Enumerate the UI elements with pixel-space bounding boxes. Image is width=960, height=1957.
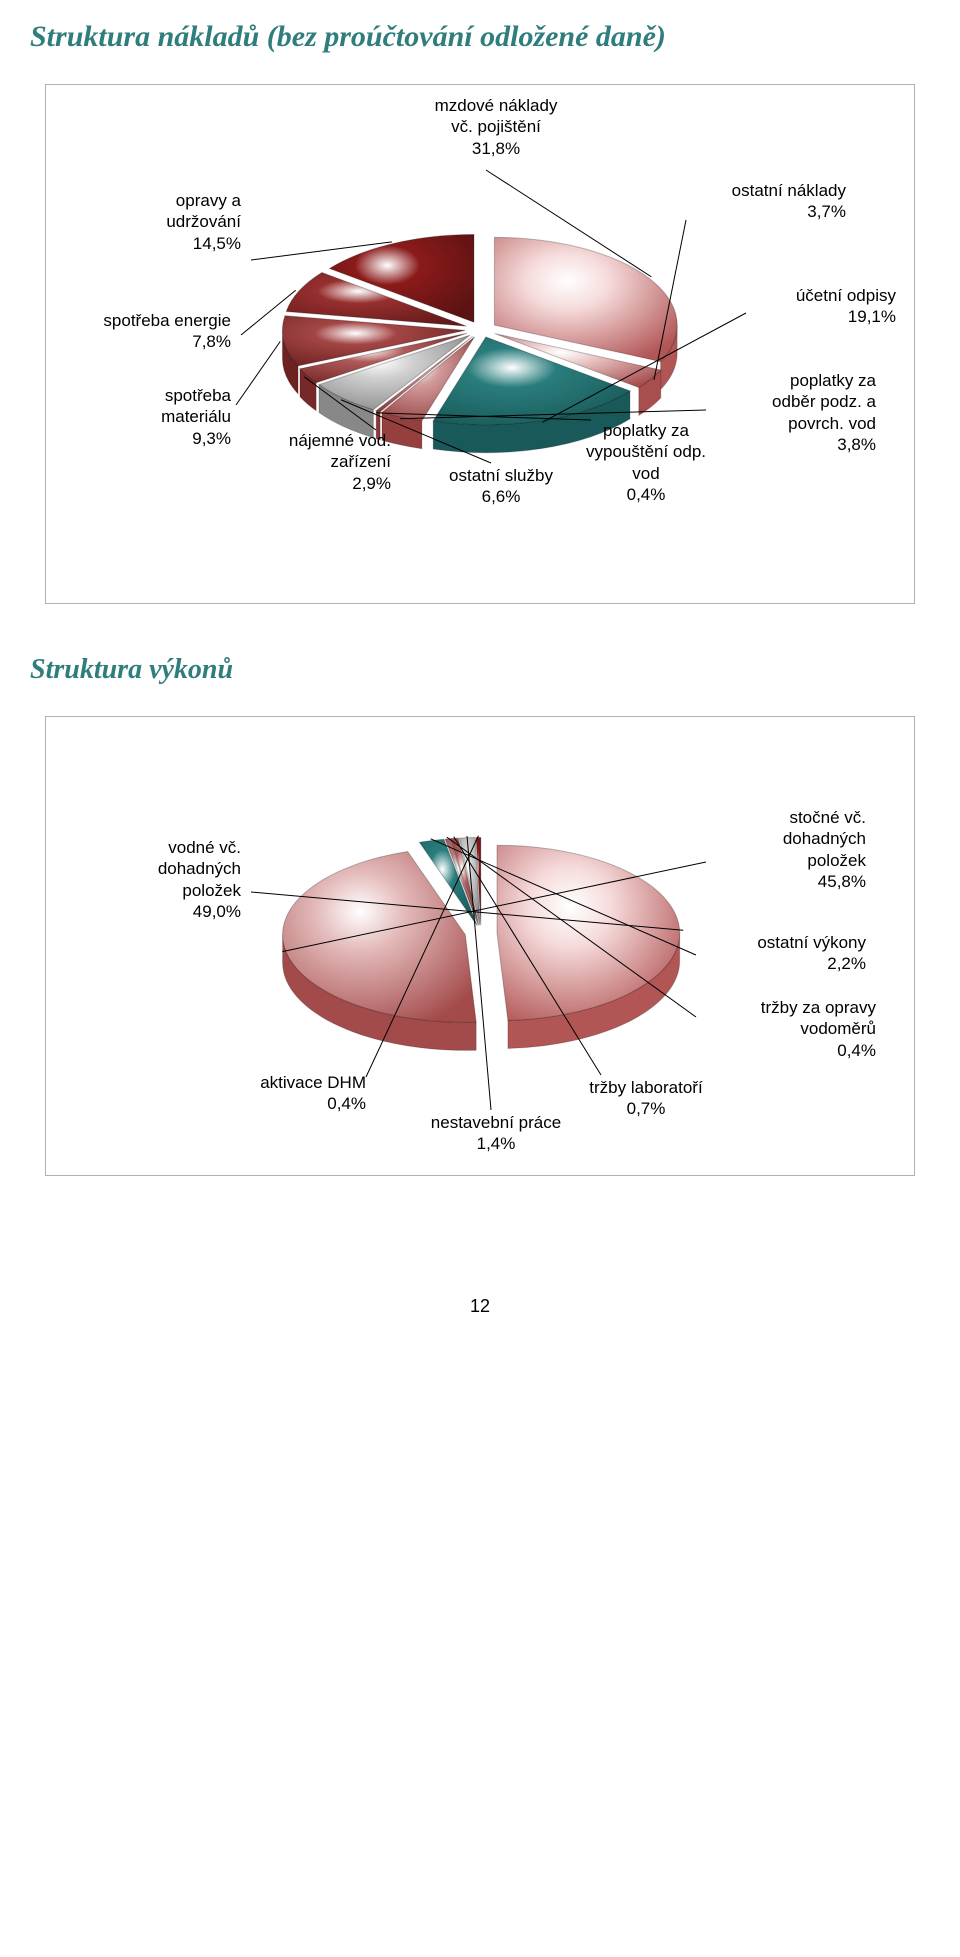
leader-line: [236, 341, 280, 405]
slice-label: nájemné vod.zařízení2,9%: [241, 430, 391, 494]
slice-label: aktivace DHM0,4%: [216, 1072, 366, 1115]
slice-label: účetní odpisy19,1%: [746, 285, 896, 328]
slice-label: ostatní služby6,6%: [426, 465, 576, 508]
slice-label: tržby za opravyvodoměrů0,4%: [696, 997, 876, 1061]
slice-label: nestavební práce1,4%: [406, 1112, 586, 1155]
slice-label: vodné vč.dohadnýchpoložek49,0%: [101, 837, 241, 922]
slice-label: spotřebamateriálu9,3%: [101, 385, 231, 449]
revenue-chart-card: vodné vč.dohadnýchpoložek49,0% stočné vč.…: [45, 716, 915, 1176]
slice-label: mzdové nákladyvč. pojištění31,8%: [416, 95, 576, 159]
page-title-1: Struktura nákladů (bez proúčtování odlož…: [30, 20, 930, 54]
slice-label: opravy audržování14,5%: [101, 190, 241, 254]
slice-label: ostatní výkony2,2%: [696, 932, 866, 975]
page-title-2: Struktura výkonů: [30, 654, 930, 686]
slice-label: stočné vč.dohadnýchpoložek45,8%: [706, 807, 866, 892]
page-number: 12: [30, 1296, 930, 1317]
slice-label: poplatky zaodběr podz. apovrch. vod3,8%: [706, 370, 876, 455]
cost-chart-card: mzdové nákladyvč. pojištění31,8% ostatní …: [45, 84, 915, 604]
slice-label: ostatní náklady3,7%: [686, 180, 846, 223]
slice-label: spotřeba energie7,8%: [61, 310, 231, 353]
slice-label: tržby laboratoří0,7%: [566, 1077, 726, 1120]
slice-label: poplatky zavypouštění odp.vod0,4%: [566, 420, 726, 505]
